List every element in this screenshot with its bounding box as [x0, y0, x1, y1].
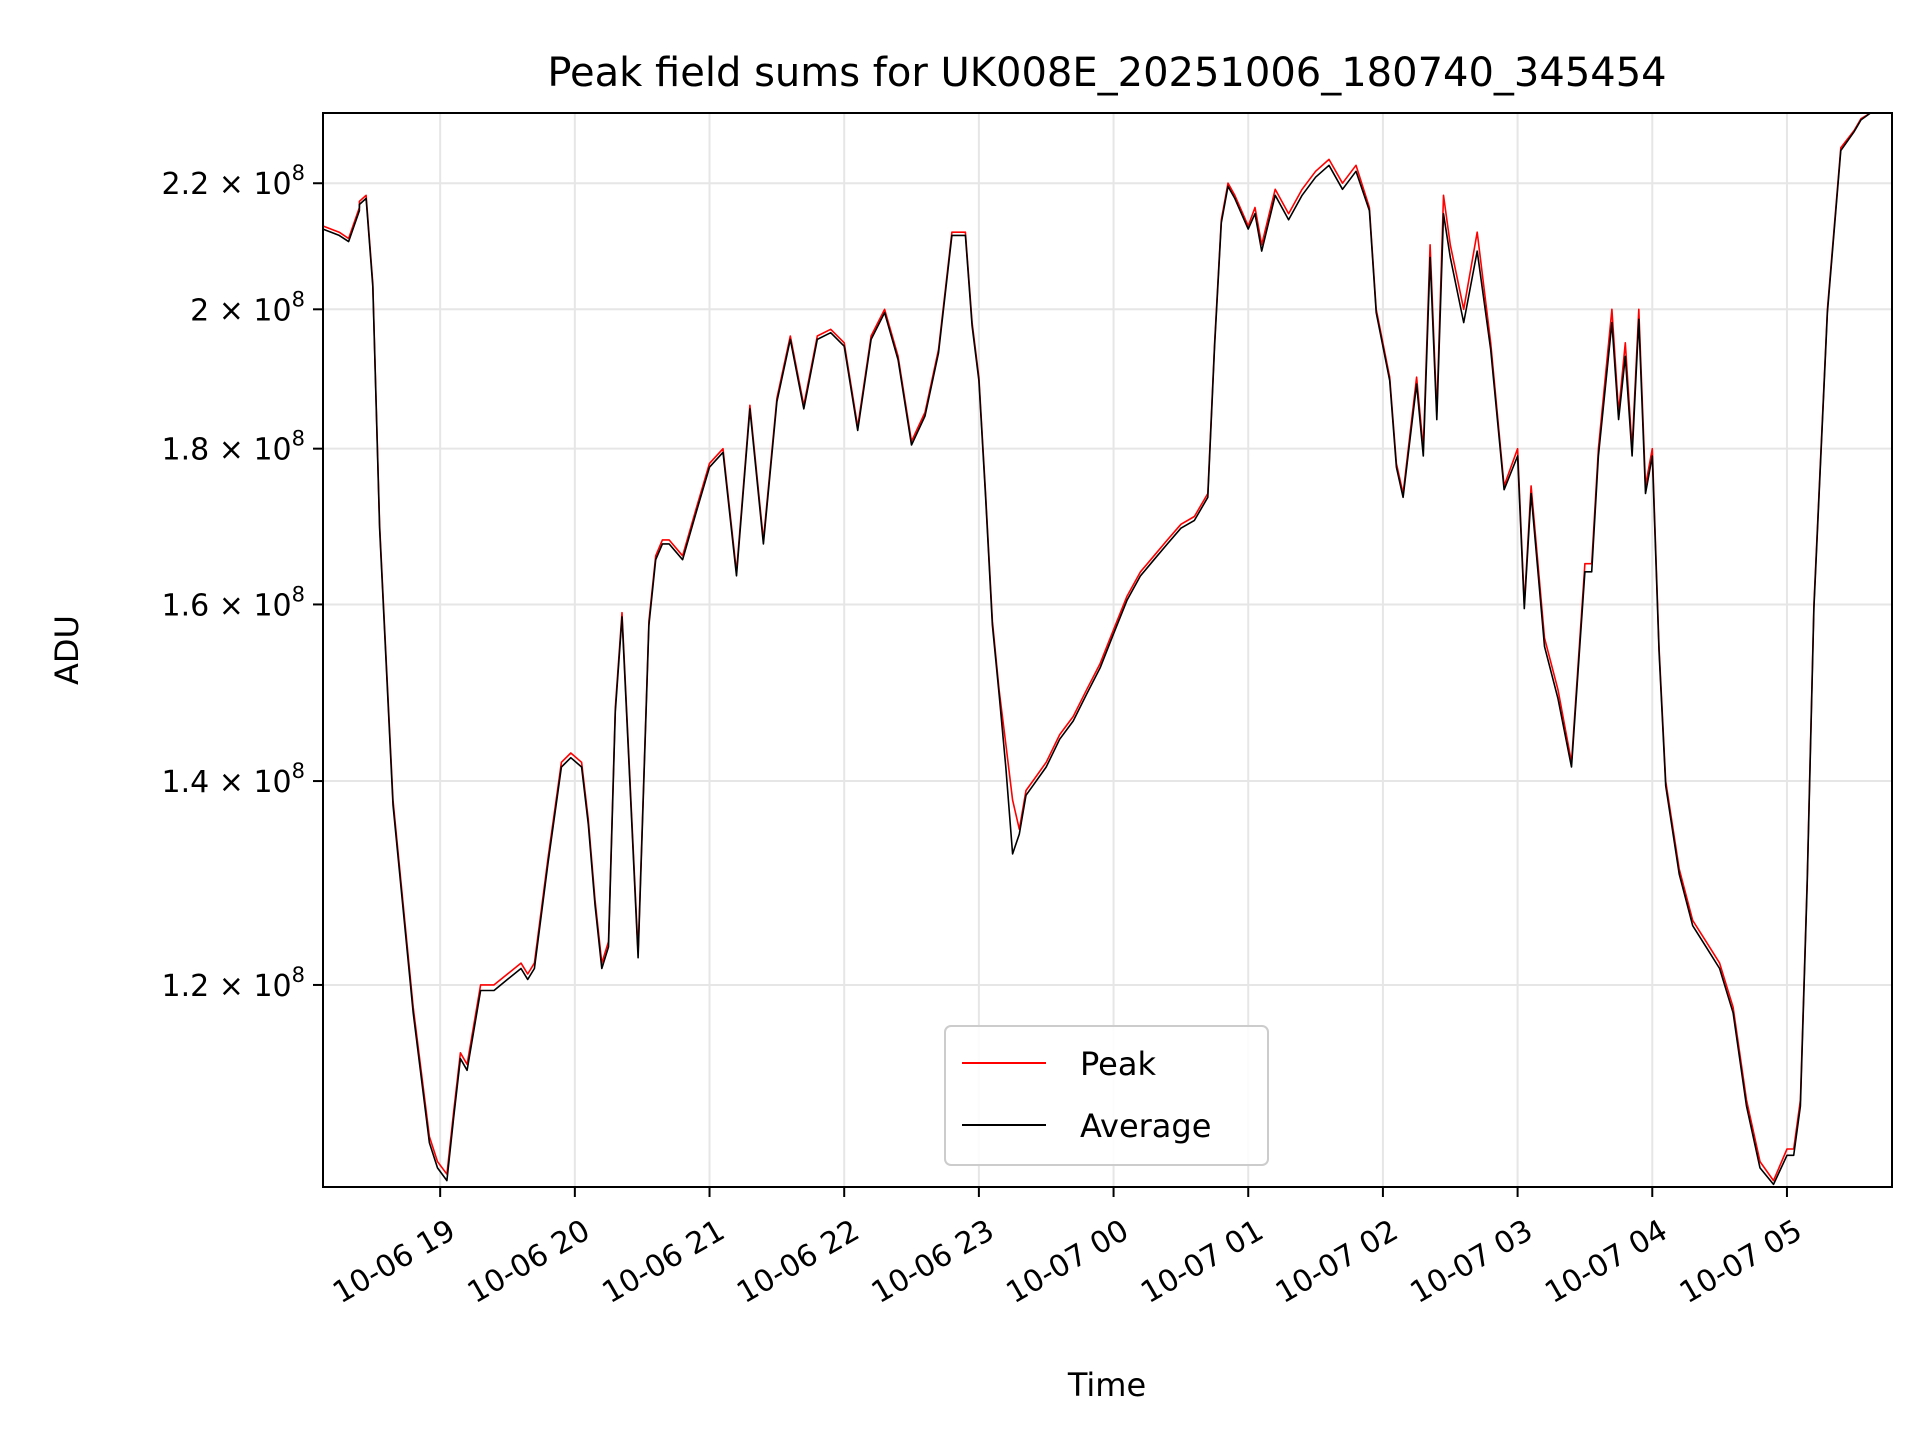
plot-frame — [322, 112, 1893, 1188]
legend: Peak Average — [944, 1025, 1269, 1166]
y-tick-label: 1.8 × 108 — [162, 427, 305, 468]
y-tick-label: 1.6 × 108 — [162, 582, 305, 623]
x-axis-label: Time — [1067, 1366, 1146, 1404]
y-axis-label: ADU — [48, 615, 86, 685]
series-layer — [322, 112, 1871, 1186]
y-tick-label: 2.2 × 108 — [162, 161, 305, 202]
y-tick-label: 2 × 108 — [190, 287, 305, 328]
series-line-peak — [322, 112, 1871, 1182]
series-line-average — [322, 112, 1871, 1186]
legend-box — [944, 1025, 1269, 1166]
y-tick-label: 1.4 × 108 — [162, 759, 305, 800]
grid-lines — [323, 113, 1892, 1187]
y-tick-label: 1.2 × 108 — [162, 963, 305, 1004]
legend-peak-label: Peak — [1080, 1045, 1156, 1083]
legend-average-label: Average — [1080, 1107, 1211, 1145]
y-axis: 1.2 × 108 1.4 × 108 1.6 × 108 1.8 × 108 2 × … — [162, 161, 323, 1004]
chart-title: Peak field sums for UK008E_20251006_1807… — [547, 50, 1666, 96]
